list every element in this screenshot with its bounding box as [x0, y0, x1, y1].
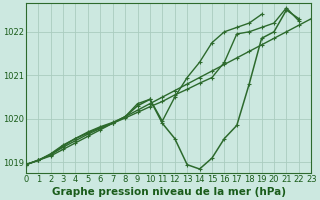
- X-axis label: Graphe pression niveau de la mer (hPa): Graphe pression niveau de la mer (hPa): [52, 187, 285, 197]
